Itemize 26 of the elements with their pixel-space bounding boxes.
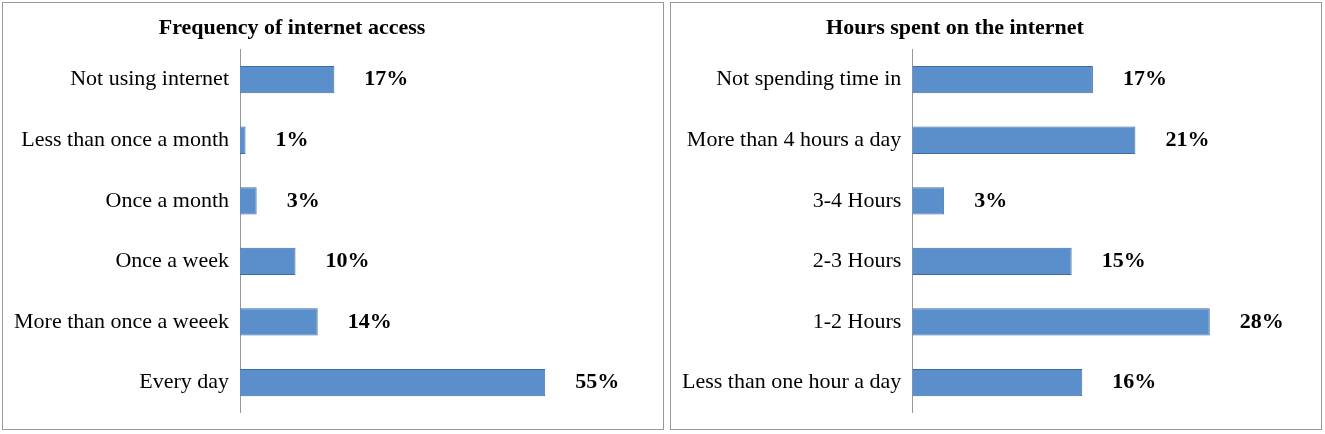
y-tick-label: Not spending time in [716,65,902,91]
data-label: 3% [286,186,320,212]
data-label: 17% [364,65,409,91]
data-label: 14% [347,307,392,333]
y-tick-label: Less than once a month [21,126,229,152]
y-tick-label: 3-4 Hours [812,186,902,212]
data-label: 16% [1112,368,1157,394]
y-tick-label: More than 4 hours a day [686,126,902,152]
data-label: 3% [974,186,1008,212]
data-label: 1% [275,125,309,151]
data-label: 21% [1165,125,1210,151]
y-tick-label: 1-2 Hours [812,307,902,333]
y-tick-label: Less than one hour a day [682,368,902,394]
y-tick-label: Once a month [105,186,229,212]
y-tick-label: Every day [139,368,229,394]
data-label: 15% [1101,247,1146,273]
y-tick-label: More than once a weeek [13,307,229,333]
data-label: 17% [1122,65,1167,91]
data-label: 55% [575,368,620,394]
chart-title: Hours spent on the internet [826,13,1085,39]
data-label: 10% [325,247,370,273]
y-tick-label: Once a week [115,247,229,273]
data-label: 28% [1239,307,1284,333]
y-tick-label: 2-3 Hours [812,247,902,273]
y-tick-label: Not using internet [70,65,229,91]
chart-title: Frequency of internet access [158,13,426,39]
